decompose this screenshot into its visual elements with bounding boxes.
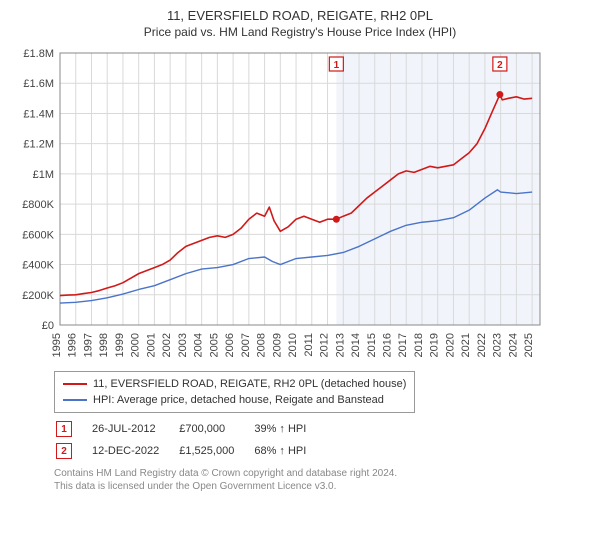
sale-delta: 39% ↑ HPI bbox=[254, 419, 324, 439]
svg-text:2005: 2005 bbox=[208, 333, 220, 357]
legend-label: HPI: Average price, detached house, Reig… bbox=[93, 392, 384, 408]
svg-text:1996: 1996 bbox=[67, 333, 79, 357]
svg-text:2: 2 bbox=[497, 60, 503, 71]
svg-text:£1.6M: £1.6M bbox=[23, 78, 54, 90]
svg-text:£600K: £600K bbox=[22, 229, 54, 241]
svg-text:1995: 1995 bbox=[51, 333, 63, 357]
svg-text:2014: 2014 bbox=[350, 333, 362, 357]
svg-text:£0: £0 bbox=[42, 320, 54, 332]
svg-text:2010: 2010 bbox=[287, 333, 299, 357]
svg-text:1997: 1997 bbox=[82, 333, 94, 357]
svg-text:£1.8M: £1.8M bbox=[23, 48, 54, 60]
sales-table: 1 26-JUL-2012£700,00039% ↑ HPI 2 12-DEC-202… bbox=[54, 417, 326, 463]
legend-swatch bbox=[63, 399, 87, 401]
svg-text:1: 1 bbox=[334, 60, 340, 71]
svg-text:2007: 2007 bbox=[240, 333, 252, 357]
sale-marker-icon: 2 bbox=[56, 443, 72, 459]
line-chart: £0 £200K £400K £600K £800K £1M £1.2M £1.4M £1.6M… bbox=[12, 45, 552, 365]
legend-label: 11, EVERSFIELD ROAD, REIGATE, RH2 0PL (d… bbox=[93, 376, 406, 392]
svg-text:2009: 2009 bbox=[271, 333, 283, 357]
svg-text:1999: 1999 bbox=[114, 333, 126, 357]
svg-text:2023: 2023 bbox=[492, 333, 504, 357]
sale-price: £700,000 bbox=[179, 419, 252, 439]
legend-row: HPI: Average price, detached house, Reig… bbox=[63, 392, 406, 408]
legend-swatch bbox=[63, 383, 87, 385]
sale-marker-icon: 1 bbox=[56, 421, 72, 437]
svg-text:2024: 2024 bbox=[507, 333, 519, 357]
svg-text:2018: 2018 bbox=[413, 333, 425, 357]
sale-date: 12-DEC-2022 bbox=[92, 441, 177, 461]
svg-text:2013: 2013 bbox=[334, 333, 346, 357]
svg-text:2003: 2003 bbox=[177, 333, 189, 357]
svg-text:£1.4M: £1.4M bbox=[23, 108, 54, 120]
svg-text:2004: 2004 bbox=[193, 333, 205, 357]
legend-row: 11, EVERSFIELD ROAD, REIGATE, RH2 0PL (d… bbox=[63, 376, 406, 392]
svg-text:2012: 2012 bbox=[319, 333, 331, 357]
sale-date: 26-JUL-2012 bbox=[92, 419, 177, 439]
svg-text:2002: 2002 bbox=[161, 333, 173, 357]
svg-text:2022: 2022 bbox=[476, 333, 488, 357]
svg-text:2021: 2021 bbox=[460, 333, 472, 357]
chart-subtitle: Price paid vs. HM Land Registry's House … bbox=[12, 25, 588, 39]
table-row: 1 26-JUL-2012£700,00039% ↑ HPI bbox=[56, 419, 324, 439]
legend: 11, EVERSFIELD ROAD, REIGATE, RH2 0PL (d… bbox=[54, 371, 415, 413]
svg-text:2019: 2019 bbox=[429, 333, 441, 357]
sale-delta: 68% ↑ HPI bbox=[254, 441, 324, 461]
svg-text:1998: 1998 bbox=[98, 333, 110, 357]
svg-text:2006: 2006 bbox=[224, 333, 236, 357]
table-row: 2 12-DEC-2022£1,525,00068% ↑ HPI bbox=[56, 441, 324, 461]
svg-text:£1.2M: £1.2M bbox=[23, 139, 54, 151]
chart-title: 11, EVERSFIELD ROAD, REIGATE, RH2 0PL bbox=[12, 8, 588, 23]
sale-price: £1,525,000 bbox=[179, 441, 252, 461]
svg-text:2020: 2020 bbox=[444, 333, 456, 357]
svg-text:2016: 2016 bbox=[381, 333, 393, 357]
svg-text:£1M: £1M bbox=[33, 169, 54, 181]
footer-line-1: Contains HM Land Registry data © Crown c… bbox=[54, 467, 588, 480]
svg-text:2017: 2017 bbox=[397, 333, 409, 357]
svg-text:2000: 2000 bbox=[130, 333, 142, 357]
svg-text:2015: 2015 bbox=[366, 333, 378, 357]
svg-text:£200K: £200K bbox=[22, 290, 54, 302]
svg-text:2001: 2001 bbox=[145, 333, 157, 357]
svg-text:2025: 2025 bbox=[523, 333, 535, 357]
svg-text:2011: 2011 bbox=[303, 333, 315, 357]
svg-text:£800K: £800K bbox=[22, 199, 54, 211]
figure-container: 11, EVERSFIELD ROAD, REIGATE, RH2 0PL Pr… bbox=[0, 0, 600, 501]
footer-line-2: This data is licensed under the Open Gov… bbox=[54, 480, 588, 493]
chart-area: £0 £200K £400K £600K £800K £1M £1.2M £1.4M £1.6M… bbox=[12, 45, 588, 365]
svg-text:£400K: £400K bbox=[22, 260, 54, 272]
svg-text:2008: 2008 bbox=[256, 333, 268, 357]
footer-attribution: Contains HM Land Registry data © Crown c… bbox=[54, 467, 588, 493]
